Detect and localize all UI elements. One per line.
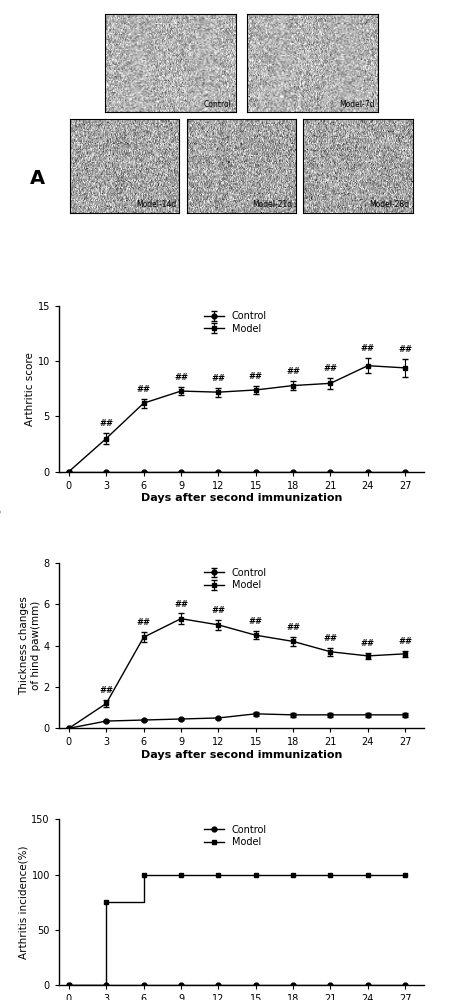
Line: Model: Model	[66, 872, 407, 987]
Text: ##: ##	[249, 617, 263, 626]
Control	[253, 979, 259, 991]
Legend: Control, Model: Control, Model	[203, 309, 268, 336]
Text: ##: ##	[137, 385, 151, 394]
Text: ##: ##	[286, 623, 300, 632]
Y-axis label: Arthritic score: Arthritic score	[24, 352, 35, 426]
Model	[402, 869, 408, 881]
Text: ##: ##	[324, 364, 337, 373]
Control	[141, 979, 146, 991]
Control	[66, 979, 72, 991]
Control	[402, 979, 408, 991]
Text: ##: ##	[398, 637, 412, 646]
Legend: Control, Model: Control, Model	[203, 823, 268, 849]
Control	[290, 979, 296, 991]
Text: ##: ##	[361, 344, 375, 353]
Text: ##: ##	[211, 374, 225, 383]
X-axis label: Days after second immunization: Days after second immunization	[141, 493, 342, 503]
Text: ##: ##	[286, 367, 300, 376]
Text: ##: ##	[324, 634, 337, 643]
Text: ##: ##	[361, 639, 375, 648]
Control	[328, 979, 333, 991]
Line: Control: Control	[66, 983, 407, 987]
Text: ##: ##	[211, 606, 225, 615]
Model	[253, 869, 259, 881]
Text: ##: ##	[99, 686, 113, 695]
Text: ##: ##	[99, 419, 113, 428]
Model	[290, 869, 296, 881]
Model	[365, 869, 371, 881]
Text: ##: ##	[249, 372, 263, 381]
Text: ##: ##	[174, 373, 188, 382]
Text: ##: ##	[137, 618, 151, 627]
Control	[104, 979, 109, 991]
Control	[365, 979, 371, 991]
Model	[328, 869, 333, 881]
Legend: Control, Model: Control, Model	[203, 566, 268, 592]
Text: ##: ##	[174, 600, 188, 609]
Text: ##: ##	[398, 345, 412, 354]
Y-axis label: Arthritis incidence(%): Arthritis incidence(%)	[18, 845, 29, 959]
Model	[66, 979, 72, 991]
Y-axis label: Thickness changes
of hind paw(mm): Thickness changes of hind paw(mm)	[19, 596, 41, 695]
Control	[178, 979, 184, 991]
Model	[216, 869, 221, 881]
Model	[178, 869, 184, 881]
Text: A: A	[30, 169, 45, 188]
Model	[141, 869, 146, 881]
Model	[104, 896, 109, 908]
X-axis label: Days after second immunization: Days after second immunization	[141, 750, 342, 760]
Control	[216, 979, 221, 991]
